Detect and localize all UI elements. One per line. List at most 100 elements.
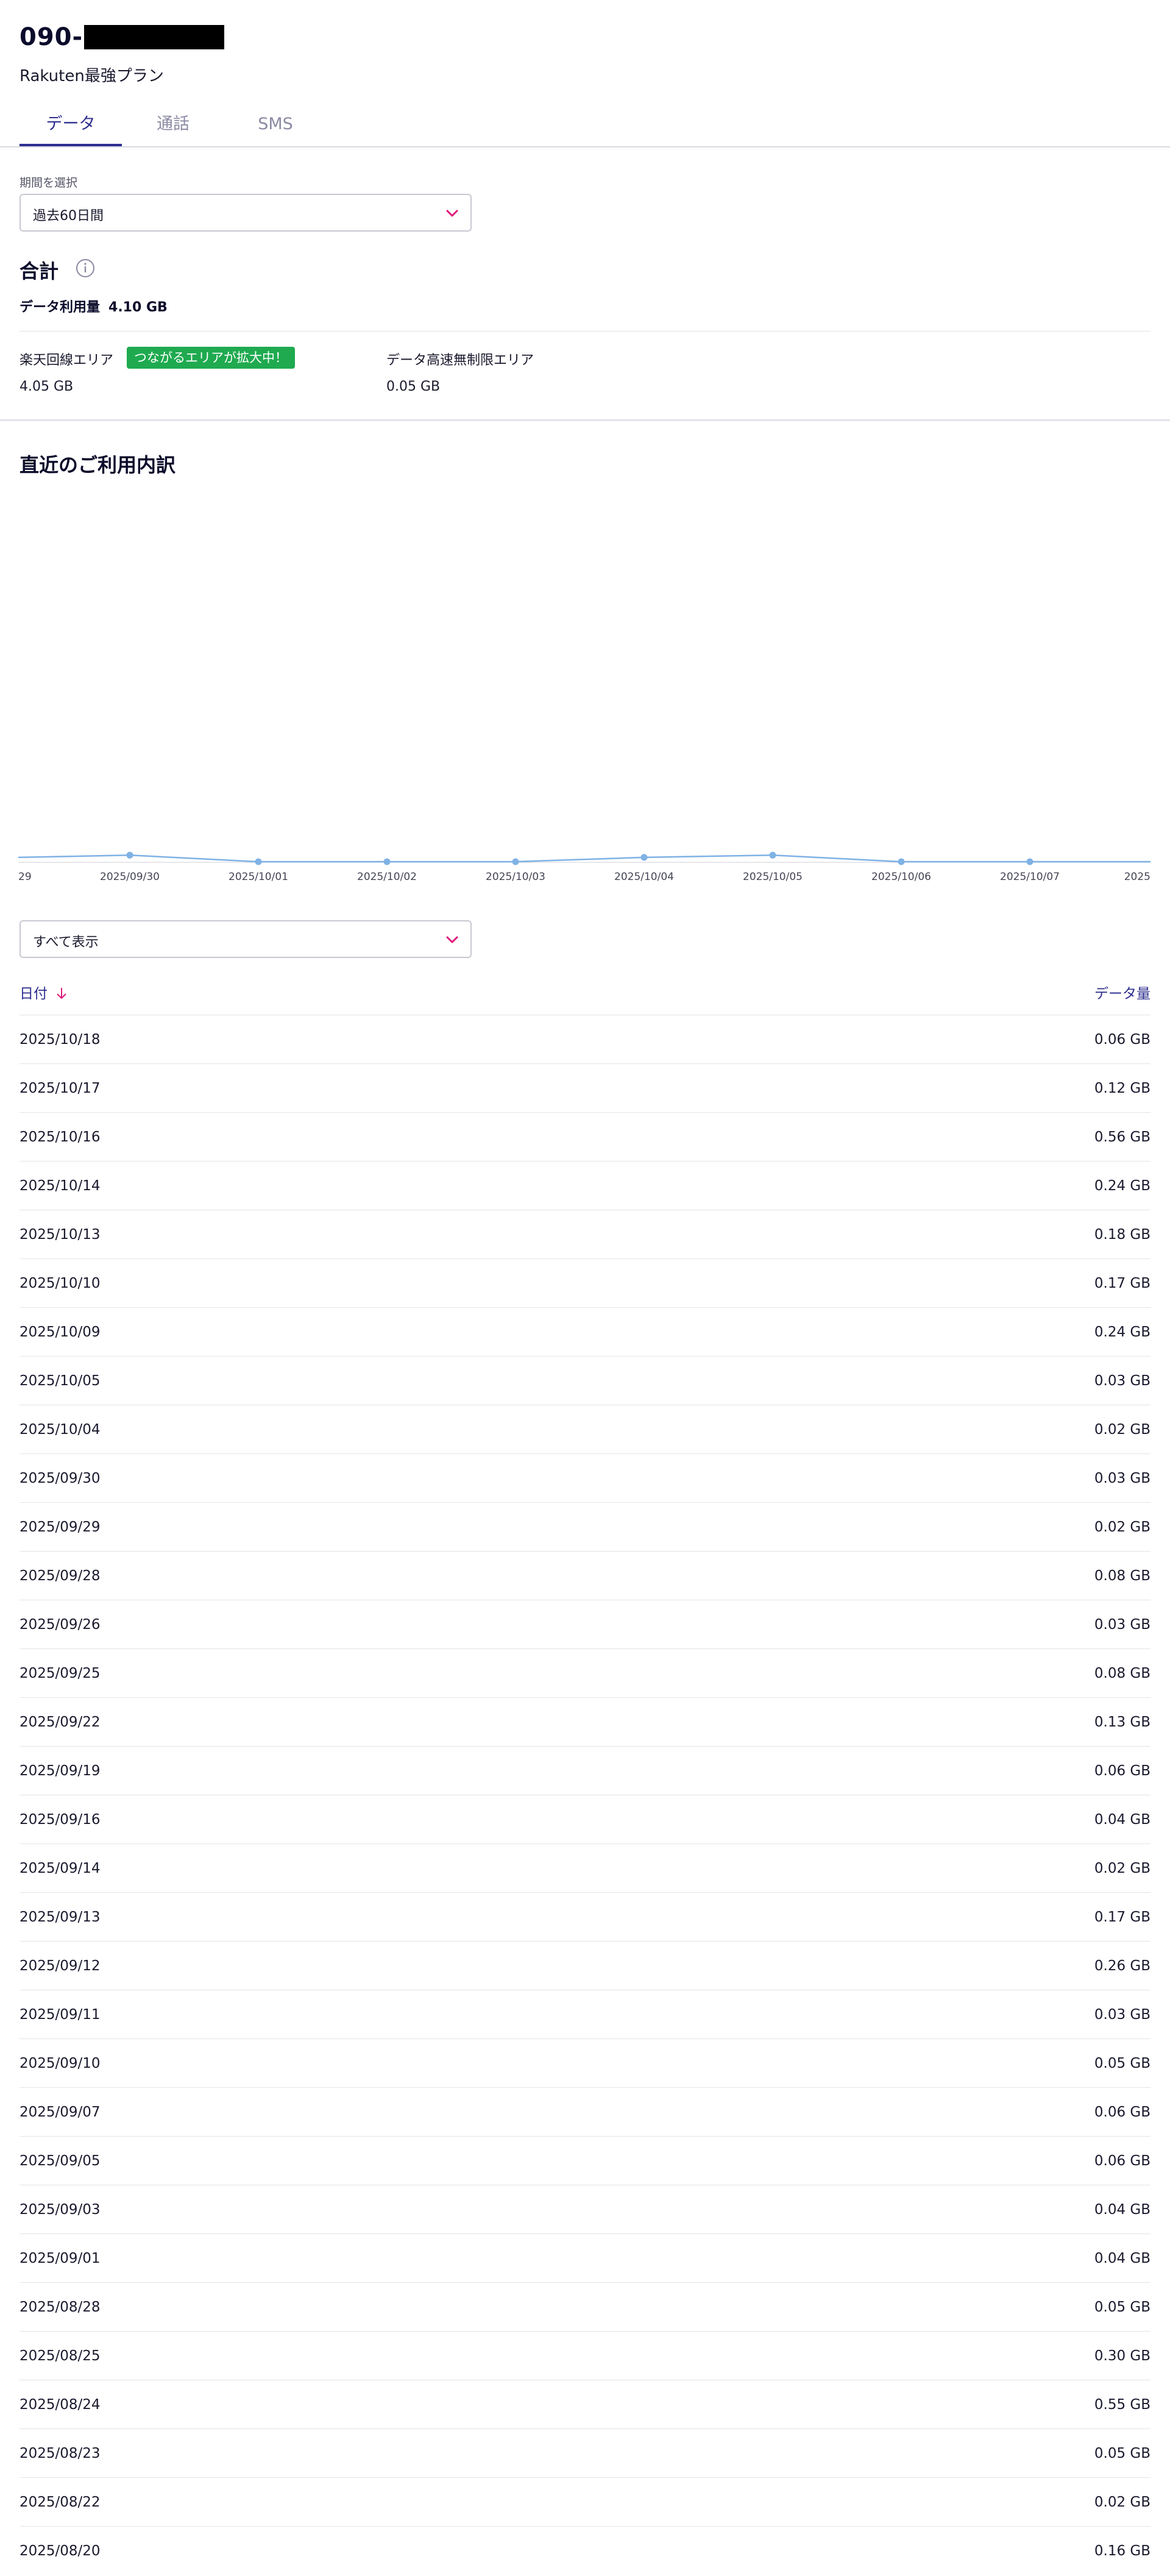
table-row: 2025/09/07 0.06 GB: [20, 2087, 1150, 2136]
row-date: 2025/09/03: [20, 2202, 101, 2218]
x-tick-label: 2025/10/06: [871, 871, 931, 883]
phone-number-redacted: [84, 25, 224, 49]
phone-number-prefix: 090-: [20, 23, 83, 51]
row-date: 2025/10/05: [20, 1373, 101, 1389]
filter-select[interactable]: すべて表示: [20, 920, 472, 958]
x-tick-label: 2025: [1124, 871, 1150, 883]
row-amount: 0.05 GB: [1094, 2056, 1150, 2071]
row-date: 2025/09/14: [20, 1861, 101, 1876]
row-amount: 0.55 GB: [1094, 2397, 1150, 2413]
data-point: [641, 854, 648, 860]
recent-usage-title: 直近のご利用内訳: [20, 450, 176, 478]
x-tick-label: 2025/10/04: [614, 871, 674, 883]
arrow-down-icon: [55, 987, 68, 1000]
table-row: 2025/08/23 0.05 GB: [20, 2429, 1150, 2477]
table-row: 2025/10/04 0.02 GB: [20, 1405, 1150, 1453]
row-amount: 0.03 GB: [1094, 1373, 1150, 1389]
row-date: 2025/09/12: [20, 1958, 101, 1974]
table-row: 2025/09/14 0.02 GB: [20, 1843, 1150, 1892]
row-amount: 0.02 GB: [1094, 1422, 1150, 1438]
table-row: 2025/10/10 0.17 GB: [20, 1258, 1150, 1307]
row-amount: 0.16 GB: [1094, 2543, 1150, 2559]
row-date: 2025/10/17: [20, 1080, 101, 1096]
data-point: [898, 859, 905, 865]
row-amount: 0.26 GB: [1094, 1958, 1150, 1974]
table-row: 2025/10/17 0.12 GB: [20, 1063, 1150, 1112]
period-select-value: 過去60日間: [33, 205, 104, 224]
usage-table: 2025/10/18 0.06 GB 2025/10/17 0.12 GB 2025/1…: [20, 1015, 1150, 2575]
table-row: 2025/08/24 0.55 GB: [20, 2380, 1150, 2429]
table-row: 2025/08/20 0.16 GB: [20, 2526, 1150, 2575]
table-row: 2025/09/30 0.03 GB: [20, 1453, 1150, 1502]
x-tick-label: 29: [18, 871, 32, 883]
tab-calls[interactable]: 通話: [122, 113, 224, 146]
row-date: 2025/10/13: [20, 1227, 101, 1243]
row-date: 2025/09/25: [20, 1666, 101, 1681]
table-row: 2025/10/09 0.24 GB: [20, 1307, 1150, 1356]
row-date: 2025/10/10: [20, 1276, 101, 1291]
info-icon[interactable]: [76, 258, 95, 278]
table-row: 2025/09/10 0.05 GB: [20, 2038, 1150, 2087]
data-usage-total: データ利用量 4.10 GB: [20, 296, 168, 316]
table-row: 2025/09/13 0.17 GB: [20, 1892, 1150, 1941]
x-tick-label: 2025/10/02: [357, 871, 417, 883]
rakuten-area-value: 4.05 GB: [20, 379, 73, 394]
sort-by-date-header[interactable]: 日付: [20, 982, 68, 1002]
data-point: [1027, 859, 1034, 865]
tab-sms[interactable]: SMS: [224, 113, 327, 146]
row-amount: 0.03 GB: [1094, 2007, 1150, 2023]
row-amount: 0.13 GB: [1094, 1714, 1150, 1730]
row-date: 2025/08/22: [20, 2494, 101, 2510]
table-row: 2025/09/12 0.26 GB: [20, 1941, 1150, 1990]
table-row: 2025/08/28 0.05 GB: [20, 2282, 1150, 2331]
phone-number-row: 090-: [20, 23, 224, 51]
table-row: 2025/09/11 0.03 GB: [20, 1990, 1150, 2038]
filter-select-value: すべて表示: [33, 931, 99, 951]
row-date: 2025/10/09: [20, 1324, 101, 1340]
data-usage-label: データ利用量: [20, 300, 100, 315]
tab-data[interactable]: データ: [20, 113, 122, 146]
row-amount: 0.30 GB: [1094, 2348, 1150, 2364]
row-date: 2025/08/23: [20, 2446, 101, 2461]
table-row: 2025/09/03 0.04 GB: [20, 2185, 1150, 2234]
row-date: 2025/09/19: [20, 1763, 101, 1779]
table-row: 2025/09/19 0.06 GB: [20, 1746, 1150, 1795]
rakuten-area-label: 楽天回線エリア: [20, 349, 113, 369]
row-date: 2025/09/26: [20, 1617, 101, 1633]
series-line: [18, 855, 1150, 862]
table-row: 2025/10/18 0.06 GB: [20, 1015, 1150, 1063]
row-amount: 0.06 GB: [1094, 1032, 1150, 1048]
row-amount: 0.06 GB: [1094, 2153, 1150, 2169]
row-date: 2025/10/18: [20, 1032, 101, 1048]
row-amount: 0.02 GB: [1094, 1519, 1150, 1535]
usage-tabs: データ 通話 SMS: [0, 107, 1170, 147]
data-point: [384, 859, 391, 865]
data-point: [255, 859, 262, 865]
x-tick-label: 2025/10/01: [229, 871, 288, 883]
row-amount: 0.04 GB: [1094, 1812, 1150, 1828]
row-date: 2025/09/22: [20, 1714, 101, 1730]
row-amount: 0.03 GB: [1094, 1471, 1150, 1486]
table-row: 2025/08/22 0.02 GB: [20, 2477, 1150, 2526]
period-label: 期間を選択: [20, 174, 77, 190]
data-point: [770, 852, 776, 859]
row-date: 2025/09/05: [20, 2153, 101, 2169]
table-row: 2025/09/28 0.08 GB: [20, 1551, 1150, 1600]
table-row: 2025/09/26 0.03 GB: [20, 1600, 1150, 1648]
row-date: 2025/09/10: [20, 2056, 101, 2071]
x-tick-label: 2025/10/07: [1000, 871, 1060, 883]
table-row: 2025/10/13 0.18 GB: [20, 1210, 1150, 1258]
table-row: 2025/10/14 0.24 GB: [20, 1161, 1150, 1210]
amount-column-header: データ量: [1094, 982, 1150, 1002]
row-date: 2025/09/01: [20, 2251, 101, 2266]
row-amount: 0.12 GB: [1094, 1080, 1150, 1096]
row-amount: 0.08 GB: [1094, 1568, 1150, 1584]
row-amount: 0.56 GB: [1094, 1129, 1150, 1145]
row-date: 2025/09/13: [20, 1909, 101, 1925]
unlimited-area-value: 0.05 GB: [386, 379, 440, 394]
plan-name: Rakuten最強プラン: [20, 63, 164, 86]
row-date: 2025/08/28: [20, 2299, 101, 2315]
period-select[interactable]: 過去60日間: [20, 194, 472, 232]
row-amount: 0.18 GB: [1094, 1227, 1150, 1243]
table-row: 2025/09/29 0.02 GB: [20, 1502, 1150, 1551]
